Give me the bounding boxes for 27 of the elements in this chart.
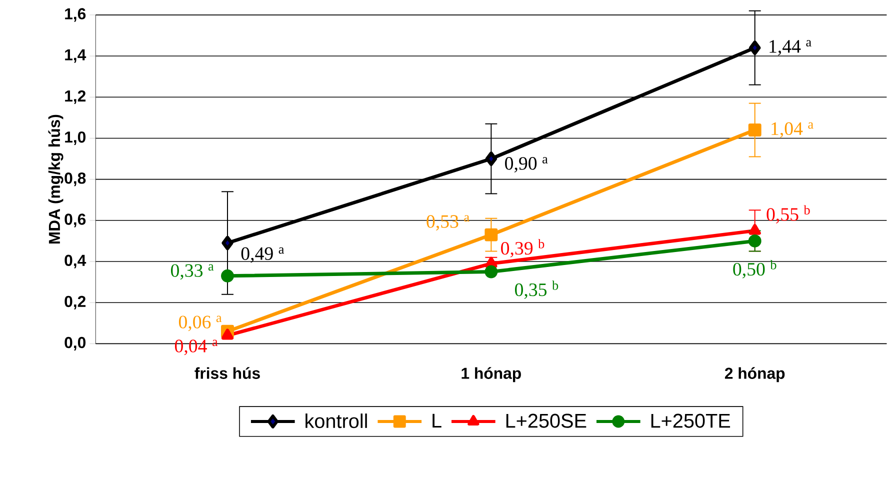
legend-label: L+250TE: [651, 414, 730, 428]
y-tick-label: 0,2: [64, 296, 86, 310]
y-tick-label: 0,4: [64, 254, 86, 268]
data-label: 0,90 $^{a}$: [505, 156, 548, 172]
x-tick-label: 1 hónap: [462, 367, 521, 382]
y-tick-label: 1,6: [65, 8, 86, 22]
data-label: 1,04 $^{a}$: [772, 122, 814, 138]
x-tick-label: 2 hónap: [724, 367, 785, 382]
y-axis-title: MDA (mg/kg hús): [48, 114, 64, 244]
data-label: 0,39 $^{b}$: [501, 239, 544, 258]
data-label: 0,49 $^{a}$: [241, 247, 284, 263]
y-tick-label: 0,8: [64, 172, 86, 186]
y-tick-label: 1,0: [65, 131, 86, 145]
y-tick-label: 0,0: [64, 336, 86, 350]
legend-label: L+250SE: [506, 414, 586, 428]
x-tick-label: friss hús: [194, 367, 260, 379]
data-label: 0,35 $^{b}$: [515, 280, 558, 299]
y-tick-label: 1,2: [65, 90, 86, 104]
y-tick-label: 0,6: [64, 214, 86, 228]
data-label: 0,50 $^{b}$: [733, 260, 776, 278]
y-tick-label: 1,4: [65, 49, 86, 63]
data-label: 1,44 $^{a}$: [770, 40, 812, 56]
data-label: 0,33 $^{a}$: [170, 264, 214, 280]
legend-label: L: [432, 414, 442, 428]
data-label: 0,06 $^{a}$: [178, 316, 222, 332]
legend-label: kontroll: [306, 413, 367, 428]
data-label: 0,55 $^{b}$: [766, 205, 810, 224]
